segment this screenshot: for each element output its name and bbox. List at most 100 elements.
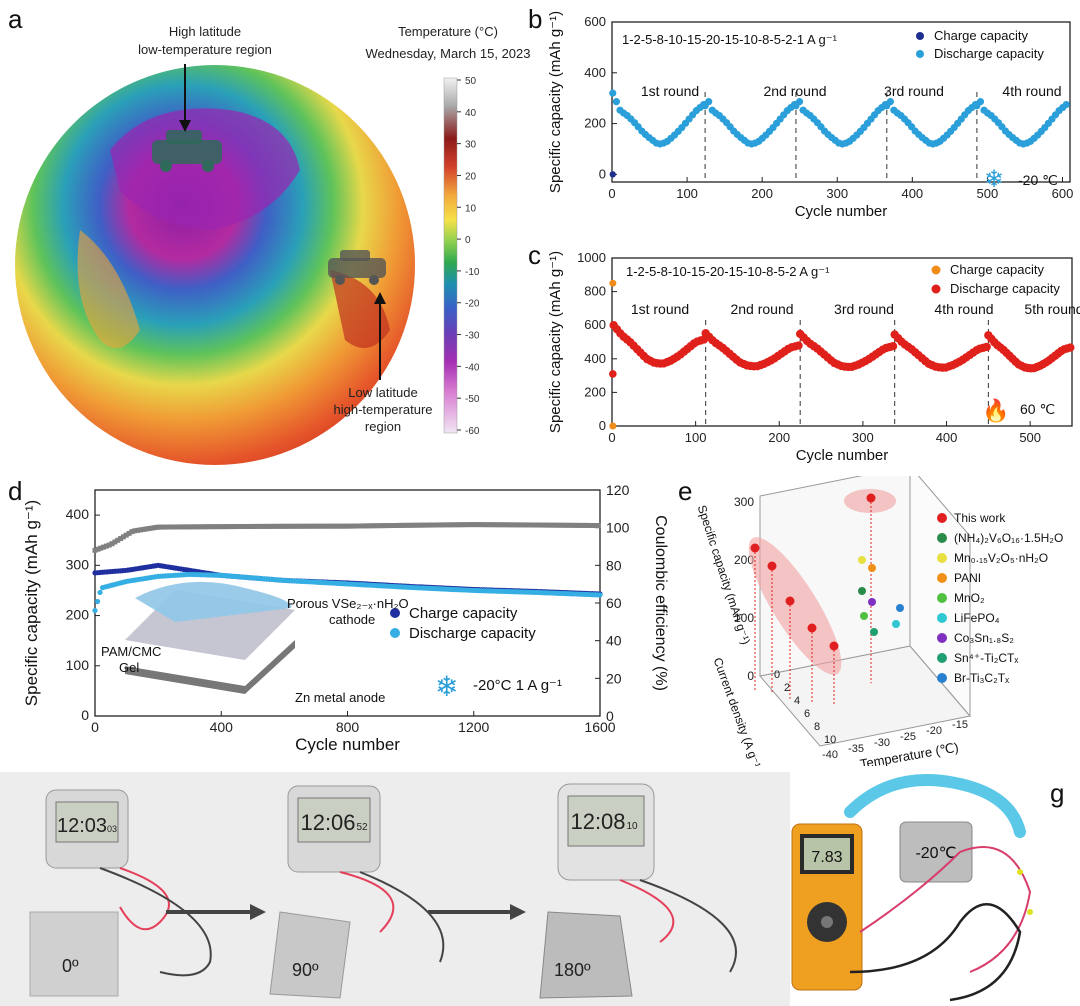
efficiency-point (172, 524, 178, 530)
efficiency-point (549, 522, 555, 528)
efficiency-point (294, 523, 300, 529)
efficiency-point (186, 524, 192, 530)
legend-label: Discharge capacity (409, 625, 536, 642)
x-tick-label: 0 (91, 719, 99, 735)
x-tick-label: 500 (977, 186, 999, 201)
y-tick-label: 400 (66, 506, 90, 522)
x-tick-label: 400 (210, 719, 234, 735)
efficiency-point (101, 544, 107, 550)
y-tick-label: 200 (584, 116, 606, 131)
flexible-tube (844, 774, 1026, 838)
efficiency-point (481, 522, 487, 528)
plot-frame (611, 257, 1073, 427)
discharge-point (794, 341, 803, 350)
round-label: 1st round (631, 301, 689, 317)
z-tick-label: 200 (734, 553, 754, 567)
anode-layer (125, 640, 295, 694)
x-tick-label: 300 (826, 186, 848, 201)
efficiency-point (348, 523, 354, 529)
x-axis-label: Cycle number (795, 203, 888, 220)
efficiency-point (541, 522, 547, 528)
efficiency-point (379, 523, 385, 529)
y2-tick-label: 80 (606, 557, 622, 573)
efficiency-point (277, 523, 283, 529)
legend-label: Discharge capacity (950, 281, 1060, 296)
z-axis-label: Specific capacity (mAh g⁻¹) (695, 503, 753, 646)
efficiency-point (234, 524, 240, 530)
efficiency-point (447, 522, 453, 528)
y-tick-label: 100 (66, 657, 90, 673)
legend-marker (931, 284, 941, 294)
efficiency-point (322, 523, 328, 529)
efficiency-point (581, 522, 587, 528)
efficiency-point (333, 523, 339, 529)
x-tick-label: 100 (676, 186, 698, 201)
x-tick-label: 1200 (458, 719, 489, 735)
colorbar-tick-label: -40 (465, 362, 480, 373)
clock-1-secs: 03 (107, 824, 117, 834)
efficiency-point (174, 524, 180, 530)
cathode-label: Porous VSe₂₋ₓ·nH₂O (287, 596, 409, 611)
high-latitude-label: High latitude (169, 24, 241, 39)
round-label: 3rd round (884, 83, 944, 99)
efficiency-point (404, 522, 410, 528)
colorbar-tick-label: -20 (465, 299, 480, 310)
x-tick-label: -15 (952, 719, 968, 731)
efficiency-point (368, 523, 374, 529)
chart-c: 0 100 200 300 400 500 0 200 400 600 800 1000 Cycle n… (547, 250, 1080, 464)
gel-label: PAM/CMC (101, 644, 161, 659)
efficiency-point (527, 522, 533, 528)
efficiency-point (456, 522, 462, 528)
efficiency-point (245, 523, 251, 529)
legend-label: Mn₀.₁₅V₂O₅·nH₂O (954, 551, 1048, 565)
depth-tick-label: 10 (824, 734, 836, 746)
legend-marker (937, 573, 947, 583)
efficiency-point (518, 522, 524, 528)
efficiency-point (103, 543, 109, 549)
z-tick-label: 0 (747, 669, 754, 683)
y-tick-label: 300 (66, 556, 90, 572)
efficiency-point (564, 522, 570, 528)
charge-point (609, 422, 617, 430)
reference-point (868, 598, 876, 606)
efficiency-point (436, 522, 442, 528)
efficiency-point (356, 523, 362, 529)
this-work-point (785, 596, 795, 606)
efficiency-point (473, 522, 479, 528)
efficiency-point (243, 523, 249, 529)
x-tick-label: 200 (768, 430, 790, 445)
y2-tick-label: 20 (606, 670, 622, 686)
efficiency-point (109, 541, 115, 547)
y-axis-label: Specific capacity (mAh g⁻¹) (22, 500, 41, 706)
round-label: 3rd round (834, 301, 894, 317)
clock-3-time: 12:08 (570, 809, 625, 834)
y-tick-label: 0 (599, 418, 606, 433)
discharge-point (92, 607, 98, 614)
efficiency-point (359, 523, 365, 529)
efficiency-point (177, 524, 183, 530)
depth-tick-label: 8 (814, 721, 820, 733)
y-axis-label: Specific capacity (mAh g⁻¹) (547, 11, 564, 193)
efficiency-point (399, 522, 405, 528)
y-tick-label: 800 (584, 284, 606, 299)
discharge-point (609, 370, 617, 378)
efficiency-point (464, 522, 470, 528)
z-tick-label: 300 (734, 495, 754, 509)
pouch-cell-folded (539, 911, 633, 999)
legend-label: PANI (954, 571, 981, 585)
efficiency-point (291, 523, 297, 529)
efficiency-point (507, 522, 513, 528)
efficiency-point (484, 522, 490, 528)
reference-point (892, 620, 900, 628)
efficiency-point (319, 523, 325, 529)
efficiency-point (203, 524, 209, 530)
panel-label-e: e (678, 476, 693, 506)
legend-marker (937, 533, 947, 543)
efficiency-point (316, 523, 322, 529)
snowflake-icon: ❄ (435, 671, 458, 702)
legend-label: LiFePO₄ (954, 611, 1000, 625)
reference-point (858, 556, 866, 564)
efficiency-point (137, 527, 143, 533)
efficiency-point (211, 524, 217, 530)
discharge-point (1062, 100, 1070, 109)
